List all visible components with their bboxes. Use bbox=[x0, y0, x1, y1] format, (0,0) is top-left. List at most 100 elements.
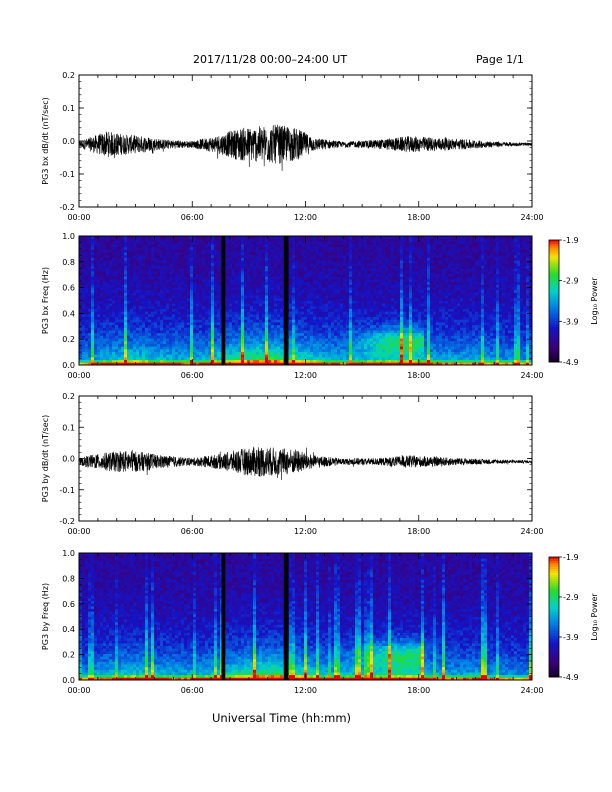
spectrogram-cell bbox=[142, 281, 146, 285]
spectrogram-cell bbox=[325, 335, 329, 339]
spectrogram-cell bbox=[166, 343, 170, 347]
spectrogram-cell bbox=[217, 362, 221, 366]
spectrogram-cell bbox=[316, 249, 320, 253]
spectrogram-cell bbox=[166, 322, 170, 326]
spectrogram-cell bbox=[160, 348, 164, 352]
spectrogram-cell bbox=[211, 362, 215, 366]
spectrogram-cell bbox=[280, 340, 284, 344]
spectrogram-cell bbox=[187, 257, 191, 261]
spectrogram-cell bbox=[358, 313, 362, 318]
spectrogram-cell bbox=[310, 297, 314, 301]
spectrogram-cell bbox=[337, 359, 341, 363]
spectrogram-cell bbox=[211, 313, 215, 318]
spectrogram-cell bbox=[211, 348, 215, 352]
spectrogram-cell bbox=[253, 356, 257, 361]
spectrogram-cell bbox=[124, 356, 128, 361]
spectrogram-cell bbox=[127, 303, 131, 307]
spectrogram-cell bbox=[187, 270, 191, 275]
spectrogram-cell bbox=[118, 284, 122, 288]
spectrogram-cell bbox=[109, 356, 113, 361]
spectrogram-cell bbox=[328, 265, 332, 269]
spectrogram-cell bbox=[379, 249, 383, 253]
spectrogram-cell bbox=[307, 324, 311, 328]
spectrogram-cell bbox=[103, 322, 107, 326]
spectrogram-cell bbox=[295, 292, 299, 296]
spectrogram-cell bbox=[115, 279, 119, 283]
spectrogram-cell bbox=[316, 351, 320, 355]
spectrogram-cell bbox=[334, 273, 338, 277]
spectrogram-cell bbox=[175, 311, 179, 315]
spectrogram-cell bbox=[139, 276, 143, 280]
spectrogram-cell bbox=[352, 281, 356, 285]
spectrogram-cell bbox=[268, 276, 272, 280]
spectrogram-cell bbox=[154, 246, 158, 250]
spectrogram-cell bbox=[346, 327, 350, 331]
spectrogram-cell bbox=[88, 308, 92, 312]
spectrogram-cell bbox=[310, 262, 314, 266]
spectrogram-cell bbox=[121, 362, 125, 366]
spectrogram-cell bbox=[250, 305, 254, 309]
spectrogram-cell bbox=[328, 273, 332, 277]
spectrogram-cell bbox=[241, 241, 245, 245]
spectrogram-cell bbox=[208, 300, 212, 304]
spectrogram-cell bbox=[202, 359, 206, 363]
spectrogram-cell bbox=[136, 319, 140, 323]
spectrogram-cell bbox=[331, 276, 335, 280]
spectrogram-cell bbox=[334, 330, 338, 334]
spectrogram-cell bbox=[211, 270, 215, 275]
spectrogram-cell bbox=[265, 257, 269, 261]
spectrogram-cell bbox=[229, 308, 233, 312]
spectrogram-cell bbox=[232, 359, 236, 363]
spectrogram-cell bbox=[328, 281, 332, 285]
spectrogram-cell bbox=[379, 292, 383, 296]
spectrogram-cell bbox=[277, 273, 281, 277]
spectrogram-cell bbox=[157, 295, 161, 299]
spectrogram-cell bbox=[82, 292, 86, 296]
spectrogram-cell bbox=[148, 295, 152, 299]
spectrogram-cell bbox=[181, 359, 185, 363]
spectrogram-cell bbox=[85, 308, 89, 312]
spectrogram-cell bbox=[289, 348, 293, 352]
spectrogram-cell bbox=[100, 284, 104, 288]
spectrogram-cell bbox=[184, 270, 188, 275]
spectrogram-cell bbox=[250, 356, 254, 361]
spectrogram-cell bbox=[277, 319, 281, 323]
spectrogram-cell bbox=[208, 362, 212, 366]
spectrogram-cell bbox=[118, 257, 122, 261]
spectrogram-cell bbox=[112, 289, 116, 293]
spectrogram-cell bbox=[301, 330, 305, 334]
spectrogram-cell bbox=[310, 289, 314, 293]
spectrogram-cell bbox=[289, 305, 293, 309]
spectrogram-cell bbox=[124, 359, 128, 363]
spectrogram-cell bbox=[97, 359, 101, 363]
spectrogram-cell bbox=[292, 262, 296, 266]
spectrogram-cell bbox=[148, 330, 152, 334]
spectrogram-cell bbox=[340, 359, 344, 363]
spectrogram-cell bbox=[241, 284, 245, 288]
spectrogram-cell bbox=[382, 332, 386, 336]
spectrogram-cell bbox=[361, 281, 365, 285]
spectrogram-cell bbox=[175, 354, 179, 358]
spectrogram-cell bbox=[355, 276, 359, 280]
spectrogram-cell bbox=[202, 313, 206, 318]
spectrogram-cell bbox=[262, 249, 266, 253]
spectrogram-cell bbox=[268, 305, 272, 309]
spectrogram-cell bbox=[124, 254, 128, 258]
spectrogram-cell bbox=[379, 270, 383, 275]
spectrogram-cell bbox=[94, 308, 98, 312]
spectrogram-cell bbox=[313, 236, 317, 240]
spectrogram-cell bbox=[160, 354, 164, 358]
spectrogram-cell bbox=[130, 281, 134, 285]
spectrogram-cell bbox=[322, 281, 326, 285]
spectrogram-cell bbox=[250, 257, 254, 261]
spectrogram-cell bbox=[310, 276, 314, 280]
spectrogram-cell bbox=[106, 311, 110, 315]
spectrogram-cell bbox=[373, 244, 377, 248]
spectrogram-cell bbox=[136, 305, 140, 309]
spectrogram-cell bbox=[355, 297, 359, 301]
spectrogram-cell bbox=[232, 354, 236, 358]
spectrogram-cell bbox=[262, 327, 266, 331]
spectrogram-cell bbox=[259, 338, 263, 342]
spectrogram-cell bbox=[373, 238, 377, 242]
spectrogram-cell bbox=[373, 257, 377, 261]
